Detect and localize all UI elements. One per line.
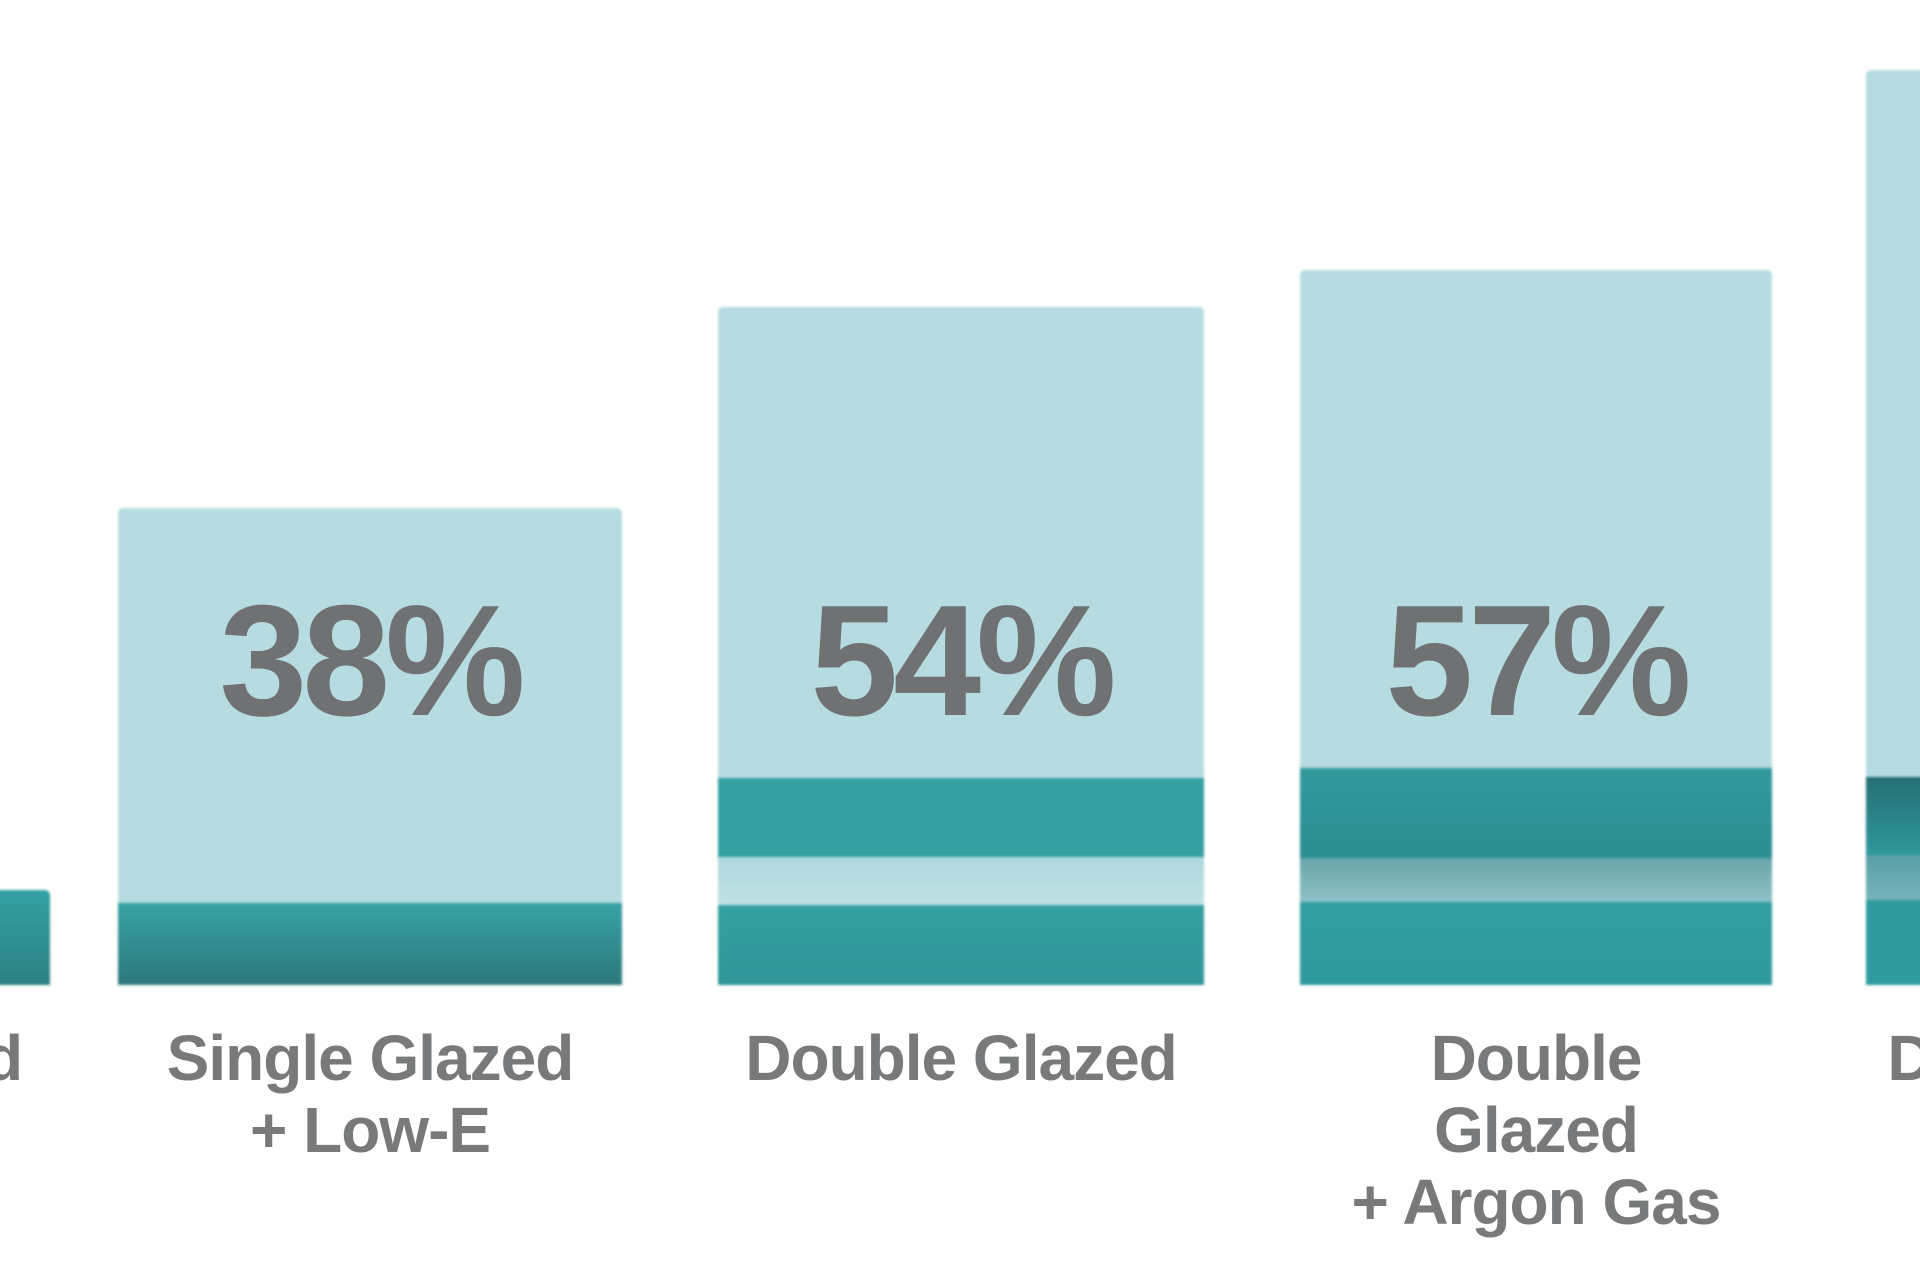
bar-band — [1866, 900, 1920, 985]
bar-double-glazed-argon-gas — [1300, 270, 1772, 985]
bar-single-glazed-low-e — [118, 508, 622, 985]
bar-band — [1300, 858, 1772, 902]
bar-body — [1866, 70, 1920, 777]
bar-band — [1866, 855, 1920, 900]
bar-double-glazed — [718, 307, 1204, 985]
bar-band — [1300, 768, 1772, 858]
bar-band — [0, 890, 50, 985]
bar-body — [718, 307, 1204, 778]
bar-body — [1300, 270, 1772, 768]
bar-category-label: D — [1887, 1022, 1920, 1094]
bar-band — [718, 857, 1204, 905]
bar-band — [718, 778, 1204, 857]
bar-body — [118, 508, 622, 903]
bar-value-label: 38% — [219, 573, 525, 749]
bar-category-label: d — [0, 1022, 23, 1094]
bar-value-label: 57% — [1385, 573, 1691, 749]
bar-band — [118, 903, 622, 985]
bar-single-glazed-clipped-left — [0, 890, 50, 985]
bar-band — [1300, 902, 1772, 985]
bar-category-label: Double Glazed — [745, 1022, 1177, 1094]
bar-double-glazed-clipped-right — [1866, 70, 1920, 985]
bar-value-label: 54% — [810, 573, 1116, 749]
bar-category-label: Double Glazed + Argon Gas — [1351, 1022, 1722, 1238]
bar-band — [1866, 777, 1920, 855]
bar-category-label: Single Glazed + Low-E — [166, 1022, 575, 1166]
bar-band — [718, 905, 1204, 985]
